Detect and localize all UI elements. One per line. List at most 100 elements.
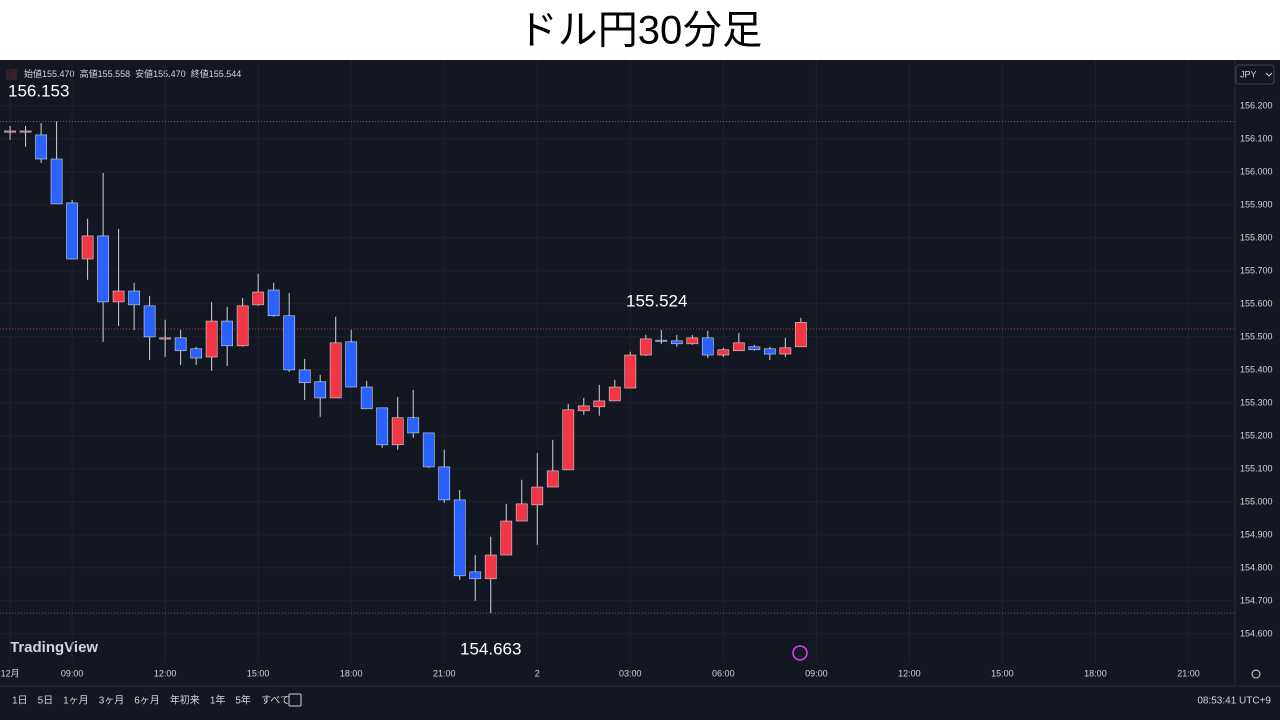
candle-body: [562, 409, 575, 471]
candle-body: [252, 291, 265, 306]
y-tick-label: 155.100: [1240, 463, 1273, 473]
event-icon[interactable]: [792, 645, 808, 661]
x-tick-label: 18:00: [1084, 668, 1107, 678]
range-button[interactable]: すべて: [261, 695, 290, 707]
candle-body: [143, 305, 156, 338]
candle-body: [112, 290, 125, 303]
candle-body: [50, 158, 63, 205]
y-tick-label: 155.500: [1240, 331, 1273, 341]
candle-body: [360, 386, 373, 410]
y-tick-label: 156.000: [1240, 166, 1273, 176]
x-tick-label: 06:00: [712, 668, 735, 678]
dropdown-arrow: [1265, 72, 1273, 77]
x-tick-label: 09:00: [805, 668, 828, 678]
legend-label: 終値: [191, 68, 209, 79]
candle-body: [376, 407, 389, 446]
candle-body: [624, 354, 637, 389]
candle-body: [686, 337, 699, 345]
y-tick-label: 155.000: [1240, 496, 1273, 506]
candle-body: [97, 235, 109, 303]
candle-body: [531, 486, 544, 506]
candle-body: [19, 130, 32, 133]
candle-body: [205, 320, 218, 358]
candle-body: [763, 348, 776, 355]
x-tick-label: 15:00: [991, 668, 1014, 678]
y-tick-label: 156.100: [1240, 133, 1273, 143]
range-button[interactable]: 6ヶ月: [134, 695, 160, 707]
candle-body: [329, 342, 342, 399]
candle-body: [593, 400, 606, 408]
legend-value: 155.544: [209, 69, 242, 79]
legend-value: 155.470: [42, 69, 75, 79]
plot: [0, 60, 1235, 662]
candle-body: [174, 337, 187, 352]
candle-body: [500, 520, 513, 556]
range-button[interactable]: 年初来: [170, 694, 200, 707]
candle-body: [515, 503, 528, 522]
candle-body: [438, 466, 451, 501]
chart-background: [0, 60, 1280, 720]
logo: TradingView: [10, 639, 98, 656]
x-tick-label: 2: [535, 668, 540, 678]
y-tick-label: 155.700: [1240, 265, 1273, 275]
candle-body: [546, 470, 559, 488]
candle-body: [4, 130, 16, 133]
candle-body: [298, 369, 311, 384]
candle-body: [407, 417, 420, 434]
range-button[interactable]: 3ヶ月: [99, 695, 125, 707]
candle-body: [345, 341, 358, 388]
range-button[interactable]: 5年: [235, 694, 251, 707]
candle-body: [66, 202, 78, 260]
y-tick-label: 154.900: [1240, 529, 1273, 539]
range-button[interactable]: 1年: [210, 694, 226, 707]
chart-title: ドル円30分足: [518, 9, 763, 53]
range-button[interactable]: 1ヶ月: [63, 695, 89, 707]
candle-body: [701, 337, 714, 356]
candle-body: [779, 347, 792, 355]
currency-button[interactable]: [1235, 64, 1275, 85]
candle-body: [128, 290, 141, 306]
legend-label: 安値: [135, 68, 153, 79]
candle-body: [190, 348, 203, 359]
annotation: 156.153: [8, 81, 69, 100]
y-tick-label: 155.800: [1240, 232, 1273, 242]
candle-body: [35, 134, 47, 160]
candle-body: [732, 342, 745, 352]
clock: 08:53:41 UTC+9: [1197, 696, 1271, 707]
candle-body: [484, 554, 497, 580]
candle-body: [469, 571, 482, 580]
x-tick-label: 03:00: [619, 668, 642, 678]
range-button[interactable]: 1日: [12, 696, 28, 707]
date-range-icon[interactable]: [288, 693, 302, 707]
legend-label: 高値: [80, 68, 98, 79]
candle-body: [655, 339, 668, 342]
candle-body: [267, 289, 280, 317]
y-tick-label: 155.900: [1240, 199, 1273, 209]
legend-label: 始値: [24, 68, 42, 79]
y-tick-label: 154.700: [1240, 595, 1273, 605]
candle-body: [577, 405, 590, 412]
y-tick-label: 155.300: [1240, 397, 1273, 407]
candle-body: [639, 338, 652, 356]
y-tick-label: 154.800: [1240, 562, 1273, 572]
candle-body: [748, 346, 761, 351]
annotation: 155.524: [626, 291, 687, 310]
candle-body: [81, 235, 94, 260]
annotation: 154.663: [460, 639, 521, 658]
candle-body: [314, 381, 327, 399]
legend-value: 155.470: [153, 69, 186, 79]
currency-label[interactable]: JPY: [1240, 69, 1257, 79]
settings-icon[interactable]: [1251, 669, 1261, 679]
candle-body: [453, 499, 466, 577]
candle-body: [717, 349, 730, 356]
candle-body: [794, 322, 807, 348]
candle-body: [670, 340, 683, 345]
candle-body: [391, 417, 404, 446]
y-tick-label: 156.200: [1240, 100, 1273, 110]
x-tick-label: 09:00: [61, 668, 84, 678]
range-button[interactable]: 5日: [38, 696, 54, 707]
x-tick-label: 18:00: [340, 668, 363, 678]
candle-body: [159, 337, 172, 340]
y-tick-label: 154.600: [1240, 628, 1273, 638]
y-tick-label: 155.600: [1240, 298, 1273, 308]
